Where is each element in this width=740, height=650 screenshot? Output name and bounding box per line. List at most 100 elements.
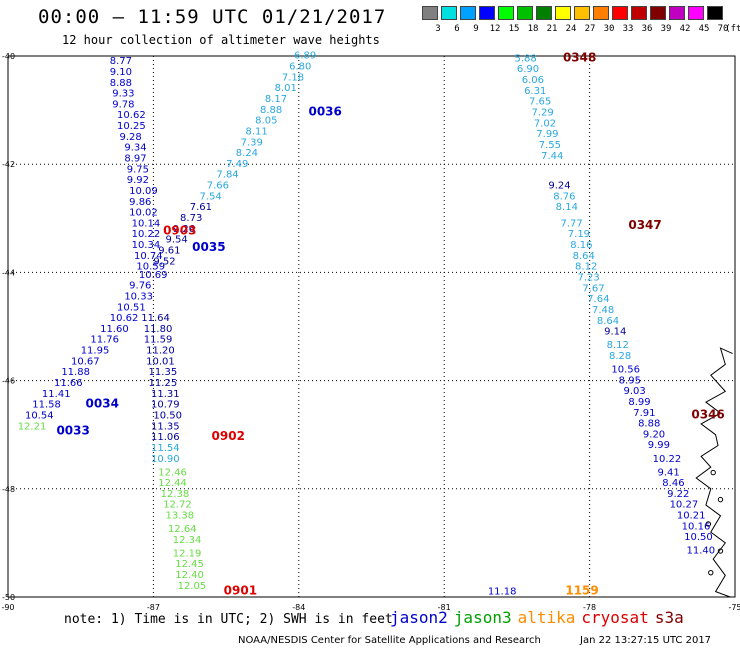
y-tick-label: -50 [2, 593, 15, 602]
wave-height-label: 7.61 [190, 202, 212, 213]
y-tick-label: -42 [2, 160, 15, 169]
legend-label: 12 [489, 24, 501, 34]
x-tick-label: -78 [583, 603, 596, 612]
legend-label: 27 [584, 24, 596, 34]
legend-label: 42 [679, 24, 691, 34]
wave-height-label: 5.88 [514, 53, 536, 64]
wave-height-label: 12.34 [173, 535, 202, 546]
wave-height-label: 9.86 [129, 197, 151, 208]
wave-height-label: 8.05 [255, 116, 277, 127]
wave-height-label: 11.40 [687, 546, 716, 557]
pass-time-label: 1159 [565, 583, 598, 597]
y-tick-label: -46 [2, 377, 15, 386]
wave-height-label: 8.99 [628, 397, 650, 408]
wave-height-label: 12.46 [158, 467, 187, 478]
wave-height-label: 9.34 [124, 143, 146, 154]
wave-height-label: 7.39 [241, 137, 263, 148]
wave-height-label: 7.66 [207, 181, 229, 192]
wave-height-label: 6.31 [524, 86, 546, 97]
wave-height-label: 10.16 [682, 521, 711, 532]
legend-swatch [669, 6, 685, 20]
wave-height-label: 8.77 [110, 56, 132, 67]
wave-height-label: 12.21 [18, 421, 47, 432]
wave-height-label: 10.14 [132, 218, 161, 229]
pass-time-label: 0036 [308, 105, 341, 119]
y-tick-label: -40 [2, 52, 15, 61]
wave-height-label: 8.17 [265, 94, 287, 105]
satellite-name: s3a [654, 608, 684, 627]
satellite-name: cryosat [581, 608, 649, 627]
wave-height-label: 10.34 [132, 240, 161, 251]
wave-height-label: 11.66 [54, 378, 83, 389]
wave-height-label: 9.75 [127, 164, 149, 175]
legend-swatch [441, 6, 457, 20]
legend-label: 21 [546, 24, 558, 34]
wave-height-label: 11.35 [151, 421, 180, 432]
wave-height-label: 11.58 [32, 400, 61, 411]
map-subtitle: 12 hour collection of altimeter wave hei… [62, 33, 380, 47]
wave-height-label: 11.59 [144, 335, 173, 346]
wave-height-label: 8.16 [570, 240, 592, 251]
satellite-key: jason2 jason3 altika cryosat s3a [390, 608, 690, 627]
island-outline [705, 521, 712, 527]
wave-height-label: 8.88 [110, 78, 132, 89]
wave-height-label: 12.45 [175, 559, 204, 570]
wave-height-label: 9.10 [110, 67, 132, 78]
pass-time-label: 0348 [563, 50, 596, 64]
wave-height-label: 11.54 [151, 443, 180, 454]
y-tick-label: -48 [2, 485, 15, 494]
wave-height-label: 7.29 [531, 108, 553, 119]
wave-height-label: 9.92 [127, 175, 149, 186]
wave-height-label: 8.76 [553, 191, 575, 202]
wave-height-label: 6.06 [522, 75, 544, 86]
pass-time-label: 0346 [691, 407, 724, 421]
wave-height-label: 10.01 [146, 356, 175, 367]
legend-label: 18 [527, 24, 539, 34]
wave-height-label: 9.03 [624, 386, 646, 397]
wave-height-label: 10.62 [117, 110, 146, 121]
legend-swatch [612, 6, 628, 20]
x-tick-label: -90 [1, 603, 14, 612]
wave-height-label: 7.23 [577, 273, 599, 284]
wave-height-label: 11.88 [61, 367, 90, 378]
legend-label: 33 [622, 24, 634, 34]
wave-height-label: 13.38 [166, 511, 195, 522]
wave-height-label: 10.79 [151, 400, 180, 411]
legend-label: 45 [698, 24, 710, 34]
wave-height-label: 7.77 [561, 218, 583, 229]
wave-height-label: 10.59 [136, 262, 165, 273]
wave-height-label: 10.33 [124, 291, 153, 302]
wave-height-label: 8.64 [573, 251, 595, 262]
wave-height-label: 9.20 [643, 429, 665, 440]
wave-height-label: 7.65 [529, 97, 551, 108]
satellite-name: altika [517, 608, 576, 627]
legend-label: 24 [565, 24, 577, 34]
wave-height-label: 9.24 [548, 181, 570, 192]
wave-height-label: 10.22 [653, 454, 682, 465]
wave-height-label: 8.64 [597, 316, 619, 327]
legend-label: 39 [660, 24, 672, 34]
island-outline [717, 548, 724, 554]
legend-swatch [517, 6, 533, 20]
pass-time-label: 0035 [192, 240, 225, 254]
x-tick-label: -75 [728, 603, 740, 612]
map-title: 00:00 – 11:59 UTC 01/21/2017 [38, 6, 387, 28]
wave-height-label: 7.02 [534, 118, 556, 129]
wave-height-label: 8.14 [556, 202, 578, 213]
legend-swatch [555, 6, 571, 20]
wave-height-label: 8.01 [275, 83, 297, 94]
wave-height-label: 8.88 [638, 419, 660, 430]
legend-swatch [536, 6, 552, 20]
generated-timestamp: Jan 22 13:27:15 UTC 2017 [580, 635, 712, 646]
wave-height-label: 9.22 [667, 489, 689, 500]
island-outline [710, 469, 716, 476]
wave-height-label: 9.14 [604, 327, 626, 338]
wave-height-label: 10.62 [110, 313, 139, 324]
wave-height-label: 9.54 [166, 235, 188, 246]
coastline [695, 347, 733, 598]
pass-time-label: 0034 [86, 397, 119, 411]
legend-unit: (ft) [725, 24, 740, 34]
wave-height-label: 7.49 [226, 159, 248, 170]
wave-height-label: 9.99 [648, 440, 670, 451]
